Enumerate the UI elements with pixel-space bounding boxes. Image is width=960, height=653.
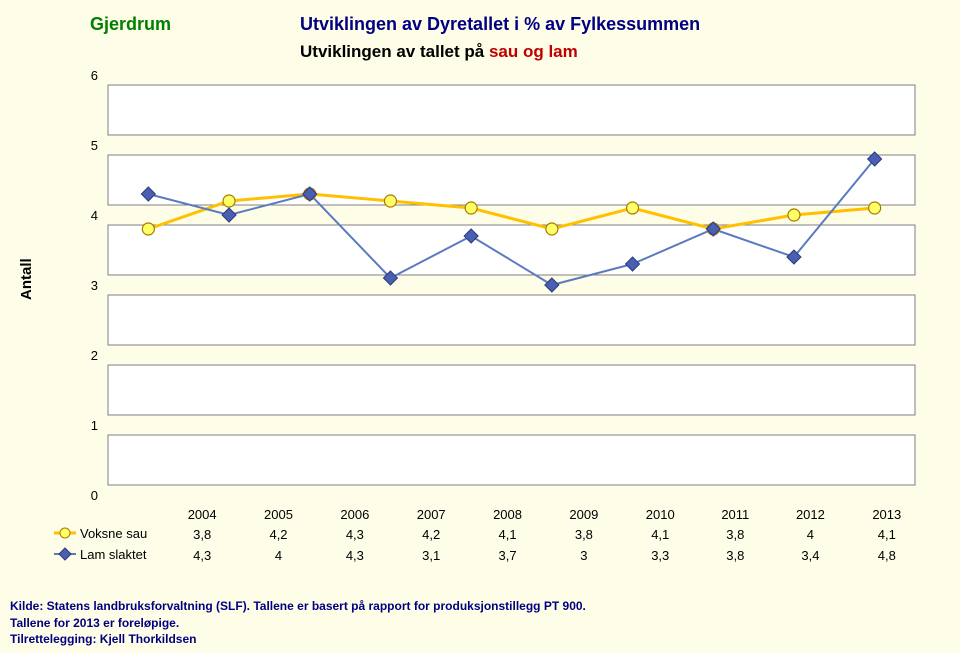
table-cell: 3,8 (164, 524, 240, 545)
svg-text:1: 1 (91, 418, 98, 433)
table-cell: 4,3 (317, 524, 393, 545)
table-row: Voksne sau3,84,24,34,24,13,84,13,844,1 (50, 524, 925, 545)
table-col-header: 2004 (164, 505, 240, 524)
series-name-text: Voksne sau (80, 526, 147, 541)
footer-line-1: Kilde: Statens landbruksforvaltning (SLF… (10, 598, 586, 614)
table-cell: 4,1 (849, 524, 925, 545)
table-cell: 3,7 (469, 545, 545, 566)
table-cell: 4,2 (240, 524, 316, 545)
table-col-header: 2005 (240, 505, 316, 524)
table-cell: 4,3 (164, 545, 240, 566)
table-header-row: 2004200520062007200820092010201120122013 (50, 505, 925, 524)
chart-area: 0 1 2 3 4 5 6 (78, 70, 923, 500)
table-col-header: 2013 (849, 505, 925, 524)
table-col-header: 2011 (698, 505, 772, 524)
footer-block: Kilde: Statens landbruksforvaltning (SLF… (10, 598, 586, 647)
table-col-header: 2010 (622, 505, 698, 524)
table-cell: 3,8 (698, 545, 772, 566)
subtitle-prefix: Utviklingen av tallet på (300, 42, 489, 61)
table-cell: 3,3 (622, 545, 698, 566)
data-table: 2004200520062007200820092010201120122013… (50, 505, 925, 566)
table-cell: 4 (240, 545, 316, 566)
y-axis-label: Antall (18, 258, 35, 300)
table-col-header: 2008 (469, 505, 545, 524)
footer-line-3: Tilrettelegging: Kjell Thorkildsen (10, 631, 586, 647)
table-col-header: 2006 (317, 505, 393, 524)
svg-text:4: 4 (91, 208, 98, 223)
page-root: Gjerdrum Utviklingen av Dyretallet i % a… (0, 0, 960, 653)
diamond-marker-icon (54, 547, 76, 564)
svg-text:2: 2 (91, 348, 98, 363)
table-cell: 4,2 (393, 524, 469, 545)
table-corner (50, 505, 164, 524)
circle-marker-icon (54, 526, 76, 543)
chart-svg: 0 1 2 3 4 5 6 (78, 70, 923, 500)
svg-text:5: 5 (91, 138, 98, 153)
series-table: 2004200520062007200820092010201120122013… (50, 505, 925, 566)
chart-subtitle: Utviklingen av tallet på sau og lam (300, 42, 578, 62)
table-cell: 4,8 (849, 545, 925, 566)
table-col-header: 2009 (546, 505, 622, 524)
table-cell: 3,8 (698, 524, 772, 545)
table-cell: 3,1 (393, 545, 469, 566)
table-cell: 4,3 (317, 545, 393, 566)
series-label: Voksne sau (50, 524, 164, 545)
svg-text:0: 0 (91, 488, 98, 500)
table-row: Lam slaktet4,344,33,13,733,33,83,44,8 (50, 545, 925, 566)
series-label: Lam slaktet (50, 545, 164, 566)
svg-text:3: 3 (91, 278, 98, 293)
table-cell: 4,1 (622, 524, 698, 545)
table-cell: 4,1 (469, 524, 545, 545)
footer-line-2: Tallene for 2013 er foreløpige. (10, 615, 586, 631)
table-col-header: 2012 (772, 505, 848, 524)
chart-title: Utviklingen av Dyretallet i % av Fylkess… (300, 14, 700, 35)
series-name-text: Lam slaktet (80, 547, 146, 562)
table-cell: 3,8 (546, 524, 622, 545)
subtitle-highlight: sau og lam (489, 42, 578, 61)
table-cell: 4 (772, 524, 848, 545)
table-col-header: 2007 (393, 505, 469, 524)
table-cell: 3,4 (772, 545, 848, 566)
table-cell: 3 (546, 545, 622, 566)
region-name: Gjerdrum (90, 14, 171, 35)
svg-text:6: 6 (91, 70, 98, 83)
